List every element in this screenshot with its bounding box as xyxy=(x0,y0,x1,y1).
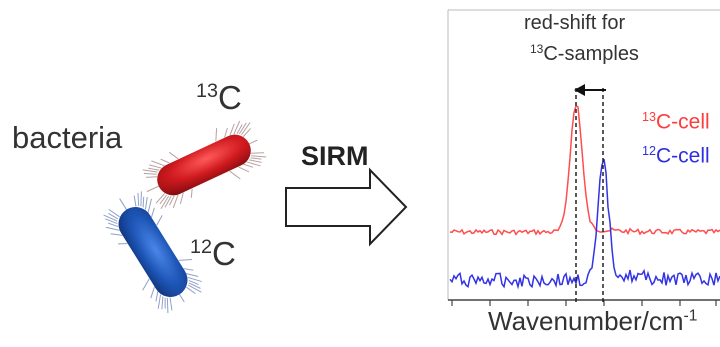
isotope-12c-label: 12C xyxy=(190,235,236,272)
flagellum xyxy=(229,170,241,180)
flagellum xyxy=(118,243,128,245)
flagellum xyxy=(148,167,159,171)
flagellum xyxy=(142,196,145,208)
flagellum xyxy=(145,176,158,178)
flagellum xyxy=(110,233,123,236)
sirm-label: SIRM xyxy=(301,141,369,171)
flagellum xyxy=(250,157,262,160)
flagellum xyxy=(179,192,184,205)
red-shift-annotation-line1: red-shift for xyxy=(524,12,626,34)
bacterium-13c xyxy=(142,120,267,210)
flagellum xyxy=(149,164,162,169)
isotope-13c-label: 13C xyxy=(196,79,242,116)
flagellum xyxy=(178,258,192,261)
flagellum xyxy=(215,128,218,142)
flagellum xyxy=(142,278,150,291)
spectrum-panel xyxy=(447,9,720,306)
flagellum xyxy=(168,151,179,160)
flagellum xyxy=(186,286,196,295)
spectrum-12c-line xyxy=(449,158,720,290)
flagellum xyxy=(229,123,235,136)
bacterium-12c xyxy=(103,191,202,314)
flagellum xyxy=(105,226,120,231)
flagellum xyxy=(151,207,155,218)
x-axis-ticks xyxy=(451,300,717,306)
red-shift-annotation-line2: 13C-samples xyxy=(530,42,639,66)
flagellum xyxy=(156,215,163,226)
flagellum xyxy=(146,184,161,193)
flagellum xyxy=(137,192,140,206)
flagellum xyxy=(238,166,250,173)
flagellum xyxy=(160,195,170,210)
flagellum xyxy=(251,155,267,158)
legend-12c-cell: 12C-cell xyxy=(642,144,710,168)
flagellum xyxy=(183,268,194,271)
flagellum xyxy=(169,195,175,206)
flagellum xyxy=(187,284,202,293)
flagellum xyxy=(188,279,199,286)
flagellum xyxy=(188,282,201,289)
flagellum xyxy=(242,128,252,137)
flagellum xyxy=(224,127,228,138)
flagellum xyxy=(103,214,118,222)
flagellum xyxy=(243,163,254,168)
flagellum xyxy=(140,191,142,207)
flagellum xyxy=(190,188,193,198)
flagellum xyxy=(108,208,120,218)
flagellum xyxy=(155,291,159,302)
flagellum xyxy=(248,159,262,163)
flagellum xyxy=(186,273,199,277)
flagellum xyxy=(143,172,157,175)
x-axis-label: Wavenumber/cm-1 xyxy=(488,306,698,336)
flagellum xyxy=(155,193,166,204)
flagellum xyxy=(157,294,162,309)
legend-13c-cell: 13C-cell xyxy=(642,110,710,134)
red-shift-arrowhead xyxy=(574,84,585,96)
flagellum xyxy=(105,218,118,225)
flagellum xyxy=(150,286,155,299)
flagellum xyxy=(161,296,164,310)
flagellum xyxy=(160,158,170,164)
flagellum xyxy=(172,194,179,209)
flagellum xyxy=(187,276,202,283)
flagellum xyxy=(119,198,129,212)
flagellum xyxy=(147,198,152,213)
flagellum xyxy=(144,197,148,210)
flagellum xyxy=(142,169,158,173)
flagellum xyxy=(166,298,169,314)
sirm-arrow xyxy=(285,167,408,247)
flagellum xyxy=(159,194,167,205)
flagellum xyxy=(107,222,119,228)
flagellum xyxy=(233,120,241,135)
flagellum xyxy=(164,297,166,309)
flagellum xyxy=(238,122,247,135)
spectrum-13c-line xyxy=(449,104,720,236)
flagellum xyxy=(108,212,119,220)
flagellum xyxy=(241,122,251,136)
flagellum xyxy=(133,195,137,207)
bacteria-label: bacteria xyxy=(12,120,123,155)
flagellum xyxy=(236,124,243,134)
flagellum xyxy=(169,297,173,311)
flagellum xyxy=(164,196,172,208)
flagellum xyxy=(250,152,265,154)
flagellum xyxy=(151,160,165,167)
flagellum xyxy=(246,161,261,167)
